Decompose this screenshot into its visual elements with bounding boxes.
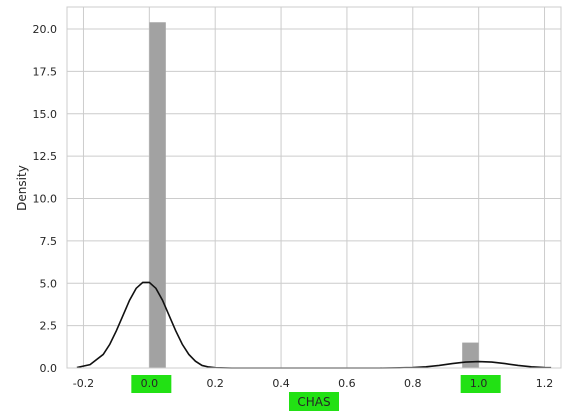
y-tick-label: 15.0 [33, 108, 58, 121]
histogram-bars [149, 22, 479, 369]
y-tick-label: 17.5 [33, 65, 58, 78]
x-tick-label: 0.0 [141, 377, 159, 390]
y-axis-label: Density [15, 165, 29, 211]
x-tick-label: -0.2 [73, 377, 94, 390]
y-tick-label: 12.5 [33, 150, 58, 163]
histogram-bar [149, 22, 166, 369]
y-tick-label: 0.0 [40, 362, 58, 375]
x-tick-label: 1.0 [470, 377, 488, 390]
x-tick-highlight [131, 375, 172, 393]
x-tick-label: 0.6 [338, 377, 356, 390]
x-axis-label-highlight [289, 392, 339, 411]
x-tick-highlights [131, 375, 501, 393]
y-tick-label: 7.5 [40, 235, 58, 248]
x-tick-label: 0.4 [272, 377, 290, 390]
histogram-bar [462, 342, 479, 368]
y-tick-label: 10.0 [33, 193, 58, 206]
x-tick-labels: -0.2 0.0 0.2 0.4 0.6 0.8 1.0 1.2 [73, 377, 554, 390]
y-tick-label: 5.0 [40, 277, 58, 290]
y-tick-label: 20.0 [33, 23, 58, 36]
y-tick-label: 2.5 [40, 320, 58, 333]
y-tick-labels: 0.0 2.5 5.0 7.5 10.0 12.5 15.0 17.5 20.0 [33, 23, 58, 375]
x-tick-label: 0.8 [404, 377, 422, 390]
x-tick-label: 1.2 [536, 377, 554, 390]
grid [67, 7, 561, 369]
x-axis-label: CHAS [297, 395, 330, 409]
x-tick-label: 0.2 [206, 377, 224, 390]
plot-frame [66, 6, 562, 369]
x-tick-highlight [460, 375, 501, 393]
